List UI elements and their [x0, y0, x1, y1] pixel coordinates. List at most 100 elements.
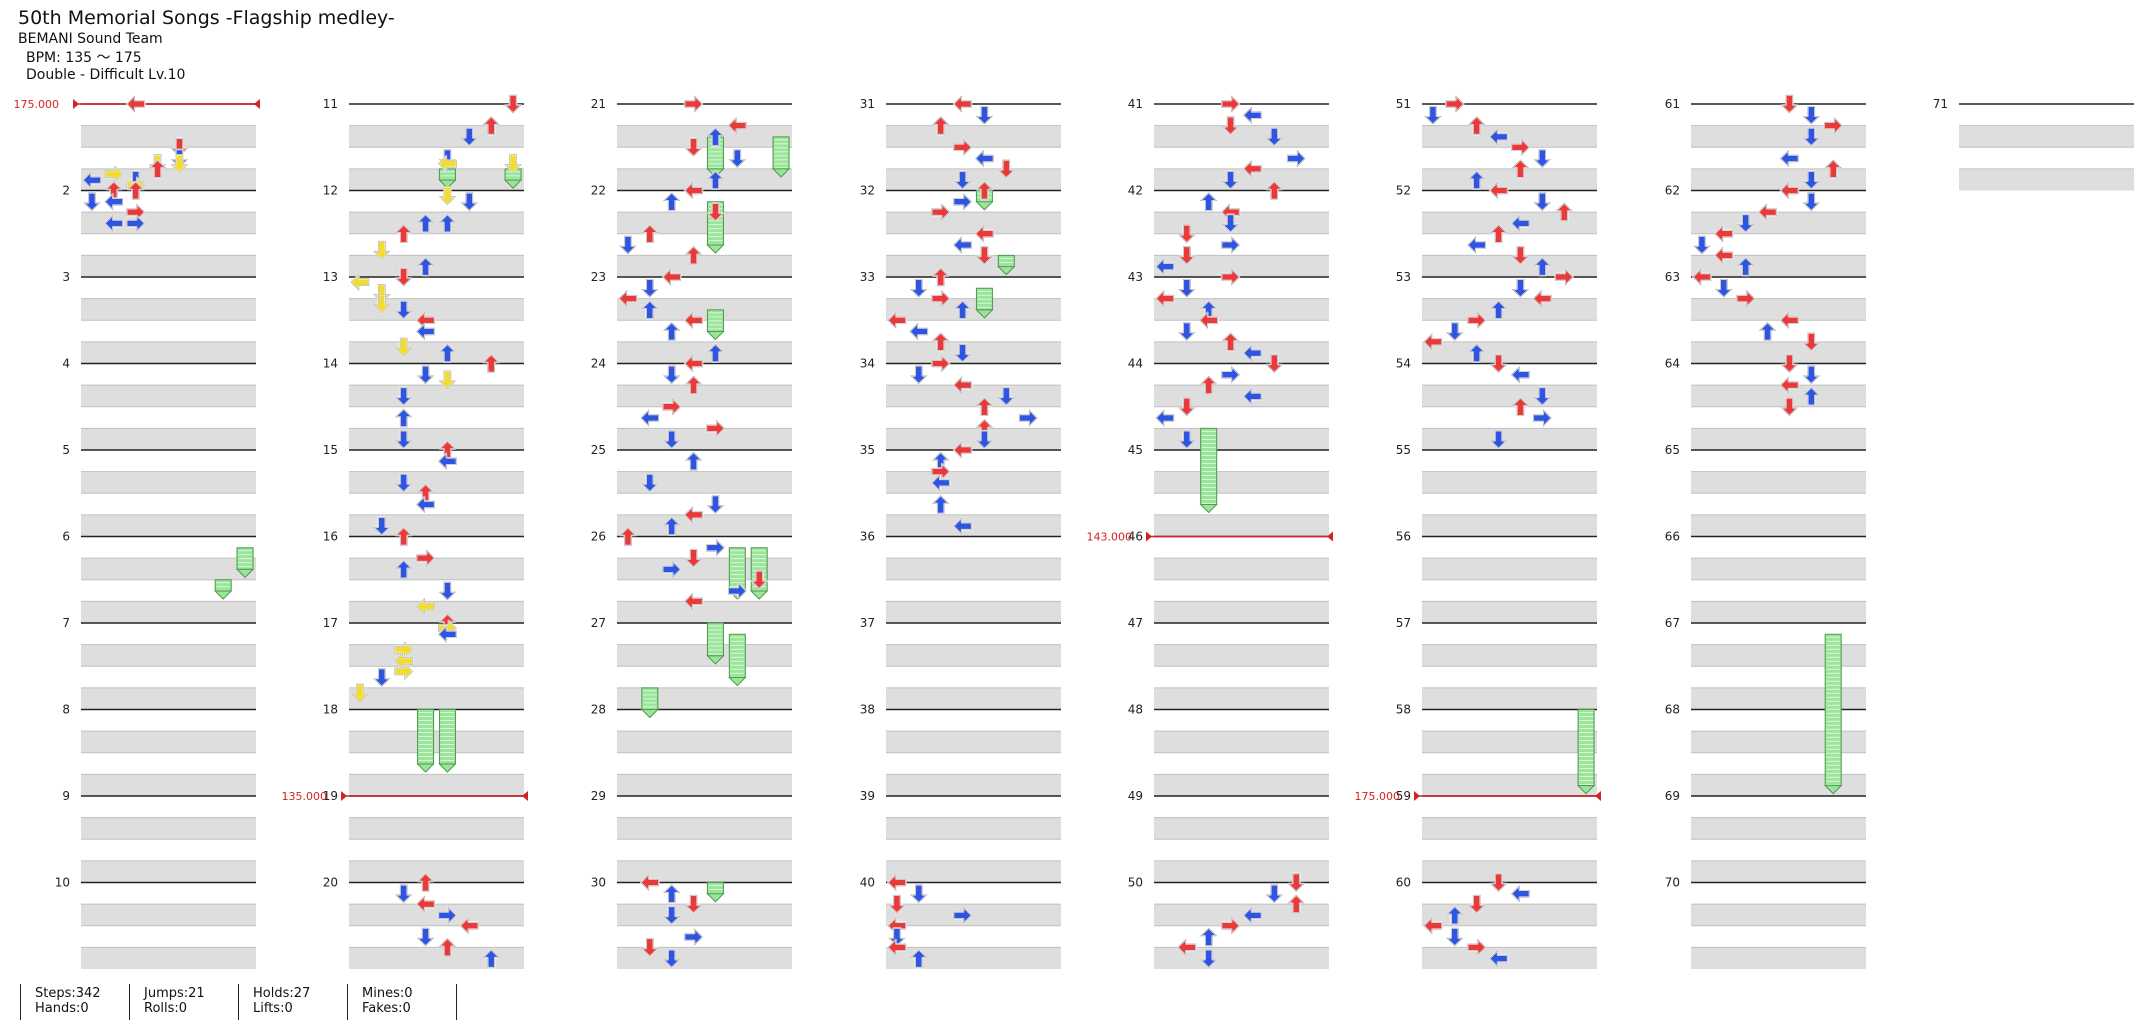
- beat-band: [1422, 255, 1597, 277]
- arrow-right-icon: [1220, 917, 1241, 935]
- hold-body: [213, 579, 233, 600]
- measure-number: 17: [323, 616, 338, 630]
- arrow-up-icon: [931, 115, 950, 136]
- measure-number: 22: [591, 184, 606, 198]
- measure-10: [81, 881, 256, 969]
- measure-21: [617, 103, 792, 191]
- measure-30: [617, 881, 792, 969]
- arrow-up-icon: [641, 300, 659, 320]
- bpm-change-marker: [254, 99, 260, 109]
- hold-body: [728, 633, 747, 687]
- beat-band: [1154, 817, 1329, 840]
- beat-band: [1422, 860, 1597, 883]
- arrow-left-icon: [952, 95, 973, 113]
- arrow-up-icon: [641, 224, 659, 244]
- beat-band: [1422, 428, 1597, 450]
- measure-number: 27: [591, 616, 606, 630]
- arrow-left-icon: [1155, 289, 1175, 308]
- stats-mines-fakes: Mines:0 Fakes:0: [347, 984, 457, 1020]
- measure-number: 43: [1128, 270, 1143, 284]
- measure-number: 68: [1665, 703, 1680, 717]
- measure-57: [1422, 622, 1597, 710]
- measure-number: 28: [591, 703, 606, 717]
- beat-band: [1422, 341, 1597, 364]
- arrow-up-icon: [394, 559, 413, 580]
- measure-68: [1691, 708, 1866, 796]
- arrow-down-icon: [1715, 278, 1733, 298]
- beat-band: [1154, 341, 1329, 364]
- bpm-change-label: 143.000: [1087, 531, 1133, 544]
- arrow-left-icon: [82, 171, 102, 189]
- beat-band: [349, 212, 524, 234]
- arrow-down-icon: [438, 581, 457, 601]
- measure-3: [81, 276, 256, 364]
- beat-band: [1691, 168, 1866, 191]
- arrow-down-icon: [910, 884, 928, 904]
- hold-body: [438, 168, 457, 189]
- beat-band: [1154, 385, 1329, 407]
- arrow-right-icon: [393, 662, 414, 681]
- arrow-down-icon: [1446, 927, 1464, 947]
- arrow-up-icon: [148, 159, 167, 179]
- beat-band: [349, 471, 524, 494]
- arrow-down-icon: [910, 365, 928, 385]
- arrow-right-icon: [1466, 311, 1487, 329]
- beat-band: [81, 255, 256, 277]
- measure-number: 34: [860, 357, 875, 371]
- arrow-left-icon: [952, 236, 973, 254]
- beat-band: [617, 687, 792, 710]
- measure-67: [1691, 622, 1866, 710]
- arrow-down-icon: [684, 137, 703, 157]
- arrow-left-icon: [1242, 344, 1263, 362]
- beat-band: [1422, 904, 1597, 926]
- beat-band: [1154, 644, 1329, 667]
- measure-51: [1422, 103, 1597, 191]
- measure-number: 50: [1128, 876, 1143, 890]
- arrow-right-icon: [1466, 938, 1487, 957]
- hold-body: [640, 687, 660, 719]
- hold-body: [235, 547, 255, 579]
- hold-body: [1823, 633, 1843, 795]
- measure-number: 19: [323, 789, 338, 803]
- arrow-down-icon: [641, 473, 659, 493]
- measure-33: [886, 276, 1061, 364]
- arrow-left-icon: [415, 495, 436, 514]
- beat-band: [81, 514, 256, 537]
- beat-band: [1691, 428, 1866, 450]
- measure-13: [349, 276, 524, 364]
- arrow-down-icon: [373, 516, 391, 536]
- arrow-down-icon: [1178, 224, 1196, 244]
- beat-band: [1691, 558, 1866, 580]
- measure-56: [1422, 535, 1597, 623]
- arrow-down-icon: [394, 267, 413, 287]
- stats-jumps-rolls: Jumps:21 Rolls:0: [129, 984, 238, 1020]
- arrow-left-icon: [887, 938, 907, 957]
- measure-6: [81, 535, 256, 623]
- measure-number: 44: [1128, 357, 1143, 371]
- beat-band: [81, 904, 256, 926]
- measure-number: 47: [1128, 616, 1143, 630]
- arrow-left-icon: [1779, 311, 1800, 329]
- beat-band: [349, 558, 524, 580]
- arrow-down-icon: [1489, 353, 1508, 374]
- arrow-right-icon: [1510, 138, 1531, 156]
- arrow-up-icon: [416, 872, 435, 893]
- arrow-left-icon: [1779, 181, 1800, 200]
- measure-59: [1422, 795, 1597, 883]
- measure-29: [617, 795, 792, 883]
- arrow-down-icon: [460, 192, 479, 212]
- arrow-right-icon: [1220, 236, 1241, 254]
- arrow-left-icon: [437, 625, 458, 643]
- beat-band: [1422, 774, 1597, 796]
- arrow-left-icon: [683, 311, 704, 329]
- measure-15: [349, 449, 524, 537]
- arrow-down-icon: [684, 894, 703, 914]
- measure-number: 62: [1665, 184, 1680, 198]
- arrow-left-icon: [1714, 225, 1734, 243]
- arrow-up-icon: [1511, 159, 1530, 179]
- measure-62: [1691, 189, 1866, 277]
- arrow-up-icon: [1489, 300, 1508, 320]
- measure-60: [1422, 881, 1597, 969]
- measure-19: [349, 795, 524, 883]
- arrow-up-icon: [1199, 927, 1218, 947]
